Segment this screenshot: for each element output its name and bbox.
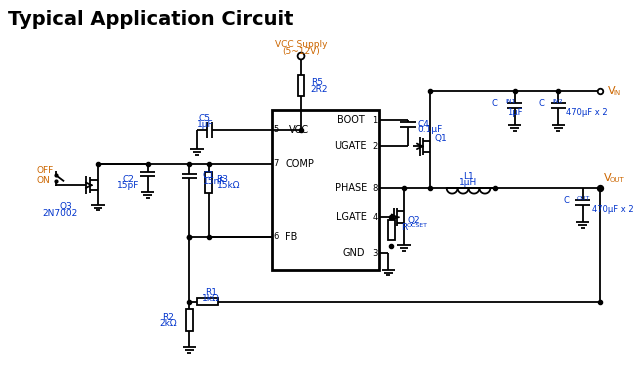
Text: 470μF x 2: 470μF x 2 bbox=[592, 205, 634, 214]
Text: IN1: IN1 bbox=[505, 99, 516, 104]
Text: 15nF: 15nF bbox=[203, 177, 225, 186]
Text: 8: 8 bbox=[372, 183, 378, 193]
Text: IN2: IN2 bbox=[553, 99, 563, 104]
Text: FB: FB bbox=[285, 232, 298, 242]
Text: Q1: Q1 bbox=[434, 134, 447, 143]
Text: (5~12V): (5~12V) bbox=[282, 47, 320, 56]
Text: IN: IN bbox=[614, 90, 621, 96]
Text: C5: C5 bbox=[199, 114, 211, 123]
Text: V: V bbox=[608, 86, 616, 96]
Text: C1: C1 bbox=[203, 171, 215, 180]
Text: 2: 2 bbox=[372, 142, 378, 151]
Bar bbox=[297, 75, 304, 97]
Text: C: C bbox=[563, 196, 569, 205]
Text: 1μH: 1μH bbox=[459, 178, 477, 187]
Text: 7: 7 bbox=[273, 159, 278, 168]
Text: VCC Supply: VCC Supply bbox=[275, 40, 327, 49]
Text: OUT: OUT bbox=[577, 196, 590, 201]
Text: VCC: VCC bbox=[290, 125, 309, 135]
Text: C4: C4 bbox=[417, 119, 429, 129]
Text: 1kΩ: 1kΩ bbox=[202, 294, 219, 303]
Text: R: R bbox=[401, 223, 407, 232]
Text: OFF: OFF bbox=[37, 166, 54, 175]
Bar bbox=[186, 309, 193, 331]
Text: C: C bbox=[539, 99, 545, 108]
Text: V: V bbox=[604, 173, 612, 183]
Text: 5: 5 bbox=[273, 125, 278, 134]
Text: 1μF: 1μF bbox=[197, 119, 213, 129]
Text: R3: R3 bbox=[216, 175, 228, 184]
Text: 1: 1 bbox=[372, 116, 378, 124]
Text: COMP: COMP bbox=[285, 159, 315, 169]
Text: BOOT: BOOT bbox=[338, 115, 365, 125]
Text: R1: R1 bbox=[205, 288, 217, 298]
Text: 2N7002: 2N7002 bbox=[43, 209, 78, 218]
Text: 0.1μF: 0.1μF bbox=[417, 125, 443, 134]
Text: Q3: Q3 bbox=[60, 202, 72, 211]
Text: R5: R5 bbox=[311, 78, 323, 87]
Text: PHASE: PHASE bbox=[335, 183, 367, 193]
Text: R2: R2 bbox=[162, 313, 174, 322]
Bar bbox=[205, 172, 212, 193]
Bar bbox=[272, 110, 379, 270]
Text: GND: GND bbox=[343, 248, 365, 258]
Text: 470μF x 2: 470μF x 2 bbox=[566, 108, 608, 117]
Text: Q2: Q2 bbox=[408, 216, 420, 225]
Text: 6: 6 bbox=[273, 232, 278, 241]
Text: 1μF: 1μF bbox=[507, 108, 523, 117]
Text: ON: ON bbox=[37, 176, 50, 185]
Text: 15pF: 15pF bbox=[117, 181, 139, 190]
Text: 3: 3 bbox=[372, 249, 378, 258]
Bar bbox=[197, 298, 218, 305]
Text: OUT: OUT bbox=[610, 177, 625, 183]
Text: LGATE: LGATE bbox=[336, 212, 367, 222]
Text: 2kΩ: 2kΩ bbox=[159, 319, 177, 327]
Text: Typical Application Circuit: Typical Application Circuit bbox=[8, 10, 293, 29]
Text: C: C bbox=[491, 99, 497, 108]
Text: OCSET: OCSET bbox=[407, 223, 428, 229]
Bar bbox=[388, 220, 395, 240]
Text: UGATE: UGATE bbox=[334, 141, 367, 151]
Text: 4: 4 bbox=[372, 213, 378, 222]
Text: C2: C2 bbox=[122, 175, 134, 184]
Text: 15kΩ: 15kΩ bbox=[216, 181, 240, 190]
Text: 2R2: 2R2 bbox=[311, 85, 328, 94]
Text: L1: L1 bbox=[463, 172, 473, 181]
